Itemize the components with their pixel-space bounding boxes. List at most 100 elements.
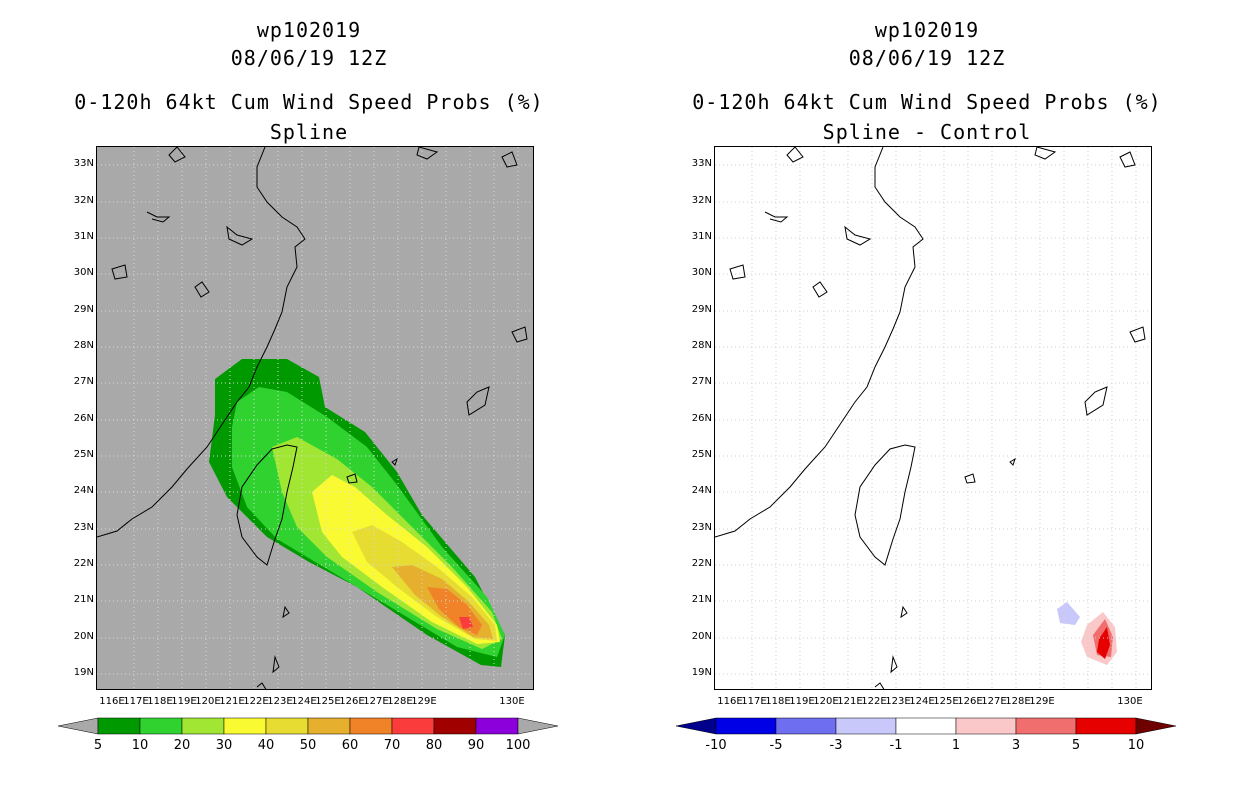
lat-label: 21N (73, 594, 94, 605)
date-title: 08/06/19 12Z (848, 46, 1006, 70)
colorbar-label: 10 (131, 738, 149, 753)
colorbar-swatch (1015, 717, 1077, 735)
lon-label: 119E (171, 696, 197, 707)
sub-title: Spline - Control (822, 120, 1032, 144)
colorbar-label: 60 (341, 738, 359, 753)
colorbar-label: -3 (829, 738, 843, 753)
lat-label: 33N (691, 158, 712, 169)
lat-label: 26N (691, 413, 712, 424)
lon-label: 125E (933, 696, 959, 707)
right-panel: wp102019 08/06/19 12Z 0-120h 64kt Cum Wi… (618, 0, 1236, 800)
lat-label: 25N (691, 449, 712, 460)
lat-label: 19N (73, 667, 94, 678)
storm-id-title: wp102019 (874, 18, 980, 42)
colorbar-swatch (307, 717, 351, 735)
main-title: 0-120h 64kt Cum Wind Speed Probs (%) (692, 90, 1162, 114)
colorbar-label: -5 (769, 738, 783, 753)
colorbar-label: 5 (93, 738, 103, 753)
colorbar-swatch (97, 717, 141, 735)
sub-title: Spline (269, 120, 349, 144)
colorbar-label: 80 (425, 738, 443, 753)
lat-label: 28N (73, 340, 94, 351)
colorbar-label: 5 (1071, 738, 1081, 753)
lon-label: 122E (861, 696, 887, 707)
coastlines (97, 147, 528, 689)
colorbar-label: 70 (383, 738, 401, 753)
lat-label: 29N (73, 304, 94, 315)
colorbar-label: -10 (705, 738, 727, 753)
lon-label: 119E (789, 696, 815, 707)
colorbar-arrow-high (1135, 717, 1176, 735)
lon-label: 118E (765, 696, 791, 707)
lon-label: 129E (411, 696, 437, 707)
lon-label: 124E (291, 696, 317, 707)
lon-label: 116E (717, 696, 743, 707)
colorbar-arrow-low (58, 717, 99, 735)
lat-label: 31N (691, 231, 712, 242)
lon-label: 116E (99, 696, 125, 707)
lon-label: 120E (813, 696, 839, 707)
lat-label: 27N (73, 376, 94, 387)
lon-label: 127E (981, 696, 1007, 707)
lon-label: 129E (1029, 696, 1055, 707)
lat-label: 32N (691, 195, 712, 206)
colorbar-label: 20 (173, 738, 191, 753)
colorbar-label: 30 (215, 738, 233, 753)
lat-label: 22N (691, 558, 712, 569)
colorbar-left (58, 717, 558, 735)
colorbar-arrow-low (676, 717, 717, 735)
colorbar-label: 40 (257, 738, 275, 753)
lon-label: 120E (195, 696, 221, 707)
colorbar-label: 1 (951, 738, 961, 753)
probability-contours (209, 359, 505, 667)
lat-label: 28N (691, 340, 712, 351)
colorbar-arrow-high (517, 717, 558, 735)
lat-label: 25N (73, 449, 94, 460)
colorbar-swatch (349, 717, 393, 735)
colorbar-swatch (895, 717, 957, 735)
lat-label: 30N (73, 267, 94, 278)
lat-label: 20N (691, 631, 712, 642)
lon-label: 118E (147, 696, 173, 707)
colorbar-swatch (265, 717, 309, 735)
lon-label: 121E (837, 696, 863, 707)
left-panel: wp102019 08/06/19 12Z 0-120h 64kt Cum Wi… (58, 18, 558, 753)
colorbar-label: 50 (299, 738, 317, 753)
colorbar-swatch (835, 717, 897, 735)
storm-id-title: wp102019 (256, 18, 362, 42)
lon-label: 130E (1117, 696, 1143, 707)
lon-label: 123E (885, 696, 911, 707)
lat-label: 27N (691, 376, 712, 387)
map-background (715, 147, 1151, 689)
colorbar-label: 10 (1127, 738, 1145, 753)
colorbar-swatch (223, 717, 267, 735)
lon-label: 125E (315, 696, 341, 707)
lon-label: 128E (1005, 696, 1031, 707)
lon-label: 123E (267, 696, 293, 707)
lat-label: 24N (691, 485, 712, 496)
main-title: 0-120h 64kt Cum Wind Speed Probs (%) (74, 90, 544, 114)
graticule (97, 147, 533, 689)
colorbar-swatch (955, 717, 1017, 735)
lat-label: 19N (691, 667, 712, 678)
colorbar-swatch (775, 717, 837, 735)
lon-label: 126E (339, 696, 365, 707)
lon-label: 130E (499, 696, 525, 707)
colorbar-swatch (475, 717, 519, 735)
probability-map (96, 146, 534, 690)
lat-label: 21N (691, 594, 712, 605)
colorbar-label: 3 (1011, 738, 1021, 753)
lat-label: 33N (73, 158, 94, 169)
colorbar-swatch (1075, 717, 1137, 735)
colorbar-swatch (391, 717, 435, 735)
lon-label: 128E (387, 696, 413, 707)
lat-label: 20N (73, 631, 94, 642)
lon-label: 117E (123, 696, 149, 707)
lat-label: 23N (73, 522, 94, 533)
colorbar-swatch (181, 717, 225, 735)
lon-label: 117E (741, 696, 767, 707)
graticule (715, 147, 1151, 689)
lon-label: 124E (909, 696, 935, 707)
colorbar-right (676, 717, 1176, 735)
lon-label: 127E (363, 696, 389, 707)
